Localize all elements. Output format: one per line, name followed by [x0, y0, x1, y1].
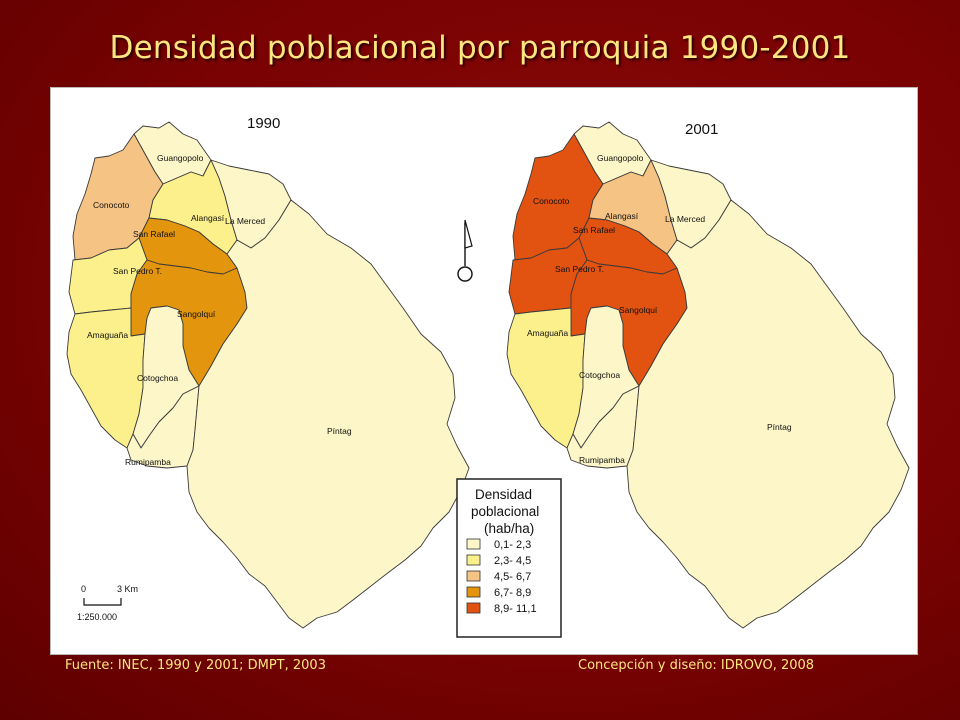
- parish-label-la-merced: La Merced: [665, 214, 705, 224]
- parish-label-la-merced: La Merced: [225, 216, 265, 226]
- legend-swatch: [466, 538, 481, 550]
- parish-label-amaguana: Amaguaña: [87, 330, 128, 340]
- footer-credit: Concepción y diseño: IDROVO, 2008: [578, 658, 815, 673]
- parish-label-pintag: Píntag: [767, 422, 792, 432]
- maps-svg: 1990 Guangopolo Conocoto Alangasí La Mer…: [66, 115, 910, 638]
- north-arrow-icon: [457, 219, 473, 282]
- parish-label-san-pedro: San Pedro T.: [113, 266, 162, 276]
- parish-shape-pintag: [626, 199, 910, 629]
- parish-label-san-pedro: San Pedro T.: [555, 264, 604, 274]
- parish-label-rumipamba: Rumipamba: [579, 455, 625, 465]
- parish-shapes: [506, 121, 910, 629]
- map-year-label: 1990: [247, 115, 280, 132]
- scale-start-label: 0: [81, 584, 86, 594]
- legend-swatch: [466, 586, 481, 598]
- scale-end-label: 3 Km: [117, 584, 138, 594]
- map-year-label: 2001: [685, 121, 718, 138]
- scale-ratio-label: 1:250.000: [77, 612, 117, 622]
- parish-label-sangolqui: Sangolquí: [619, 305, 658, 315]
- parish-label-alangasi: Alangasí: [605, 211, 639, 221]
- legend-label: 0,1- 2,3: [494, 539, 531, 551]
- parish-label-san-rafael: San Rafael: [573, 225, 615, 235]
- parish-label-cotogchoa: Cotogchoa: [137, 373, 178, 383]
- parish-label-guangopolo: Guangopolo: [157, 153, 204, 163]
- legend-label: 4,5- 6,7: [494, 571, 531, 583]
- legend-swatch: [466, 570, 481, 582]
- legend-label: 8,9- 11,1: [494, 603, 537, 615]
- parish-shapes: [66, 121, 470, 629]
- map-frame: 1990 Guangopolo Conocoto Alangasí La Mer…: [50, 87, 918, 655]
- legend-label: 6,7- 8,9: [494, 587, 531, 599]
- parish-label-conocoto: Conocoto: [93, 200, 130, 210]
- legend-swatch: [466, 602, 481, 614]
- map-1990: 1990 Guangopolo Conocoto Alangasí La Mer…: [66, 115, 470, 629]
- legend-label: 2,3- 4,5: [494, 555, 531, 567]
- legend-title-line-2: poblacional: [471, 504, 539, 519]
- legend: Densidad poblacional (hab/ha) 0,1- 2,3 2,…: [456, 478, 562, 638]
- map-2001: 2001 Guangopolo Conocoto Alangasí La Mer…: [506, 121, 910, 629]
- legend-title-line-1: Densidad: [475, 487, 532, 502]
- parish-label-sangolqui: Sangolquí: [177, 309, 216, 319]
- parish-label-alangasi: Alangasí: [191, 213, 225, 223]
- parish-label-amaguana: Amaguaña: [527, 328, 568, 338]
- scale-bar: 0 3 Km 1:250.000: [77, 584, 138, 622]
- slide-title: Densidad poblacional por parroquia 1990-…: [109, 30, 851, 66]
- legend-title-line-3: (hab/ha): [484, 521, 534, 536]
- parish-label-conocoto: Conocoto: [533, 196, 570, 206]
- parish-shape-pintag: [186, 199, 470, 629]
- parish-label-rumipamba: Rumipamba: [125, 457, 171, 467]
- parish-label-san-rafael: San Rafael: [133, 229, 175, 239]
- legend-swatch: [466, 554, 481, 566]
- parish-label-guangopolo: Guangopolo: [597, 153, 644, 163]
- footer-source: Fuente: INEC, 1990 y 2001; DMPT, 2003: [65, 658, 326, 673]
- parish-label-pintag: Píntag: [327, 426, 352, 436]
- parish-label-cotogchoa: Cotogchoa: [579, 370, 620, 380]
